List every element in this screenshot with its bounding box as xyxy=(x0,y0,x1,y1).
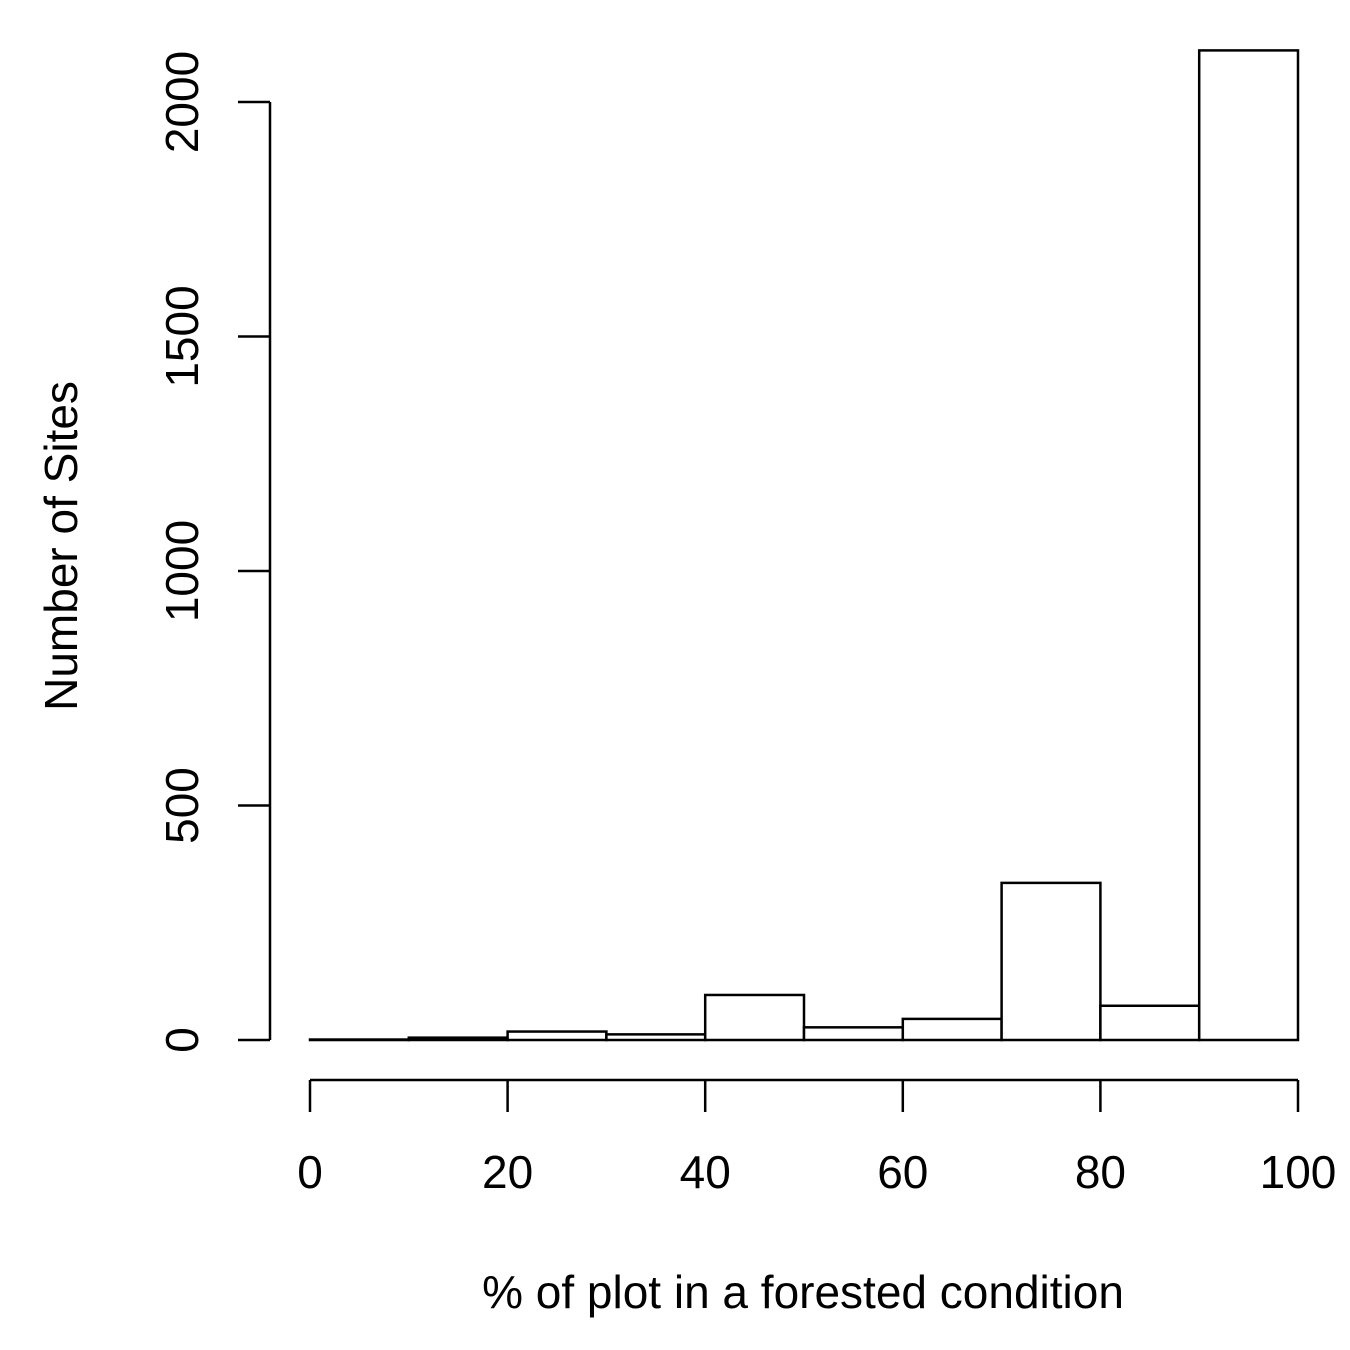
bar-60-70 xyxy=(901,1017,1003,1042)
x-tick-label: 0 xyxy=(297,1146,323,1198)
y-tick-label: 500 xyxy=(156,767,208,844)
y-axis-label: Number of Sites xyxy=(35,381,87,711)
bar-30-40 xyxy=(605,1033,707,1042)
bar-10-20 xyxy=(407,1036,509,1042)
y-tick-label: 1500 xyxy=(156,285,208,387)
bar-50-60 xyxy=(802,1026,905,1042)
x-axis-label: % of plot in a forested condition xyxy=(482,1266,1124,1318)
y-tick-label: 0 xyxy=(156,1027,208,1053)
histogram-bars xyxy=(308,49,1300,1042)
x-tick-label: 40 xyxy=(680,1146,731,1198)
bar-80-90 xyxy=(1099,1004,1201,1042)
x-tick-label: 20 xyxy=(482,1146,533,1198)
y-tick-label: 2000 xyxy=(156,51,208,153)
bar-90-100 xyxy=(1197,49,1300,1042)
bar-0-10 xyxy=(308,1038,411,1042)
x-axis: 0 20 40 60 80 100 xyxy=(297,1078,1337,1198)
bar-40-50 xyxy=(703,993,806,1042)
x-tick-label: 60 xyxy=(877,1146,928,1198)
y-axis: 0 500 1000 1500 2000 xyxy=(156,51,272,1053)
x-tick-label: 100 xyxy=(1260,1146,1337,1198)
bar-20-30 xyxy=(506,1030,608,1042)
bar-70-80 xyxy=(1000,881,1102,1042)
x-tick-label: 80 xyxy=(1075,1146,1126,1198)
y-tick-label: 1000 xyxy=(156,520,208,622)
